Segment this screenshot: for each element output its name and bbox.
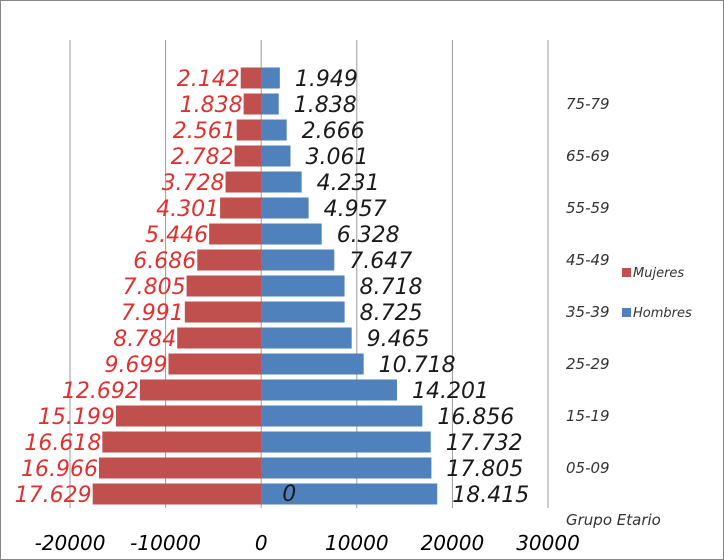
x-tick-label: 30000 — [516, 531, 580, 555]
data-label-hombres: 8.725 — [360, 301, 423, 326]
data-label-mujeres: 9.699 — [104, 353, 167, 378]
bar-mujeres — [184, 301, 262, 323]
bar-mujeres — [177, 327, 262, 349]
bar-mujeres — [99, 457, 262, 479]
bar-mujeres — [102, 431, 262, 453]
bar-mujeres — [139, 379, 262, 401]
data-label-hombres: 1.838 — [294, 93, 357, 118]
data-label-hombres: 17.805 — [446, 457, 523, 482]
bar-mujeres — [92, 483, 262, 505]
data-label-mujeres: 1.838 — [180, 93, 243, 118]
data-label-mujeres: 16.966 — [21, 457, 98, 482]
bar-mujeres — [197, 249, 262, 271]
x-tick-label: -20000 — [35, 531, 106, 555]
bar-mujeres — [234, 145, 262, 167]
data-label-mujeres: 17.629 — [15, 483, 92, 508]
bar-mujeres — [243, 93, 262, 115]
bar-hombres — [261, 405, 423, 427]
data-label-hombres: 17.732 — [446, 431, 523, 456]
data-label-mujeres: 12.692 — [62, 379, 139, 404]
bar-hombres — [261, 431, 431, 453]
bar-hombres — [261, 249, 335, 271]
data-label-hombres: 16.856 — [437, 405, 514, 430]
data-labels: 17.62916.96616.61815.19912.6929.6998.784… — [15, 67, 530, 508]
bar-hombres — [261, 327, 352, 349]
x-axis-ticks: -20000 -10000 0 10000 20000 30000 — [35, 531, 580, 555]
bar-hombres — [261, 145, 291, 167]
category-label: 75-79 — [566, 95, 610, 113]
data-label-mujeres: 2.782 — [171, 145, 234, 170]
data-label-hombres: 4.957 — [324, 197, 387, 222]
bar-mujeres — [168, 353, 262, 375]
data-label-hombres: 3.061 — [305, 145, 368, 170]
bar-mujeres — [220, 197, 262, 219]
category-label: 05-09 — [566, 459, 610, 477]
data-label-mujeres: 6.686 — [133, 249, 196, 274]
data-label-hombres: 9.465 — [367, 327, 430, 352]
bar-hombres — [261, 197, 309, 219]
data-label-hombres: 6.328 — [337, 223, 400, 248]
data-label-mujeres: 4.301 — [156, 197, 219, 222]
data-label-hombres: 2.666 — [302, 119, 365, 144]
data-label-mujeres: 2.561 — [173, 119, 236, 144]
category-label: 65-69 — [566, 147, 610, 165]
data-label-mujeres: 2.142 — [177, 67, 240, 92]
bar-hombres — [261, 67, 280, 89]
data-label-hombres: 7.647 — [349, 249, 412, 274]
data-label-mujeres: 8.784 — [113, 327, 176, 352]
bar-mujeres — [209, 223, 262, 245]
data-label-mujeres: 7.991 — [121, 301, 184, 326]
bar-hombres — [261, 275, 345, 297]
bar-mujeres — [115, 405, 262, 427]
x-tick-label: 10000 — [325, 531, 389, 555]
bar-hombres — [261, 379, 397, 401]
data-label-mujeres: 5.446 — [145, 223, 208, 248]
legend: Mujeres Hombres — [622, 266, 692, 321]
legend-label-hombres: Hombres — [633, 306, 692, 321]
bar-mujeres — [225, 171, 262, 193]
data-label-hombres: 18.415 — [452, 483, 529, 508]
gridlines — [69, 40, 549, 508]
bar-mujeres — [240, 67, 262, 89]
data-label-hombres: 8.718 — [360, 275, 423, 300]
data-label-hombres: 1.949 — [295, 67, 358, 92]
bar-hombres — [261, 457, 432, 479]
bar-hombres — [261, 301, 345, 323]
category-label: 45-49 — [566, 251, 610, 269]
bar-hombres — [261, 483, 438, 505]
category-label: Grupo Etario — [566, 511, 661, 529]
bars — [92, 67, 438, 505]
bar-hombres — [261, 93, 279, 115]
bar-mujeres — [236, 119, 262, 141]
data-label-hombres: 10.718 — [379, 353, 456, 378]
x-tick-label: 0 — [255, 531, 268, 555]
bar-hombres — [261, 223, 322, 245]
x-tick-label: -10000 — [130, 531, 201, 555]
zero-label: 0 — [282, 482, 296, 507]
data-label-hombres: 4.231 — [317, 171, 380, 196]
category-labels: Grupo Etario 05-09 15-19 25-29 35-39 45-49 55-… — [566, 95, 661, 529]
category-label: 55-59 — [566, 199, 610, 217]
data-label-mujeres: 15.199 — [38, 405, 115, 430]
bar-hombres — [261, 171, 302, 193]
legend-label-mujeres: Mujeres — [633, 266, 684, 281]
legend-swatch-hombres — [622, 308, 631, 317]
bar-hombres — [261, 119, 287, 141]
category-label: 25-29 — [566, 355, 610, 373]
data-label-hombres: 14.201 — [412, 379, 489, 404]
data-label-mujeres: 3.728 — [162, 171, 225, 196]
data-label-mujeres: 16.618 — [24, 431, 101, 456]
data-label-mujeres: 7.805 — [123, 275, 186, 300]
bar-hombres — [261, 353, 364, 375]
category-label: 15-19 — [566, 407, 610, 425]
bar-mujeres — [186, 275, 262, 297]
legend-swatch-mujeres — [622, 268, 631, 277]
x-tick-label: 20000 — [421, 531, 485, 555]
category-label: 35-39 — [566, 303, 610, 321]
